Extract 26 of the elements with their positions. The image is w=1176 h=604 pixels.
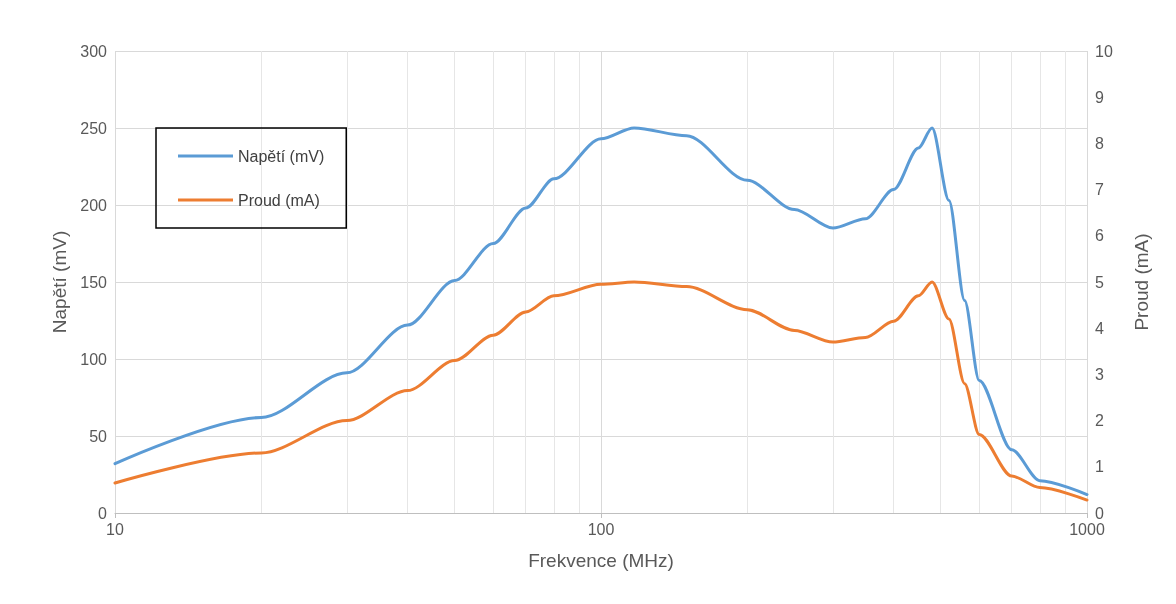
y-tick-label: 50 <box>89 427 108 445</box>
y2-tick-label: 8 <box>1095 134 1104 152</box>
x-tick-label: 1000 <box>1069 520 1105 538</box>
y-tick-label: 250 <box>80 119 108 137</box>
y2-tick-label: 9 <box>1095 88 1104 106</box>
y2-tick-label: 2 <box>1095 412 1104 430</box>
legend-label: Napětí (mV) <box>238 147 325 165</box>
y2-tick-label: 0 <box>1095 504 1104 522</box>
y-tick-label: 0 <box>98 504 108 522</box>
y-axis-title: Napětí (mV) <box>49 230 71 334</box>
legend-label: Proud (mA) <box>238 191 320 209</box>
y-tick-label: 200 <box>80 196 108 214</box>
x-tick-label: 100 <box>587 520 615 538</box>
y2-tick-label: 10 <box>1095 42 1113 60</box>
y2-axis-title: Proud (mA) <box>1131 233 1152 331</box>
x-axis-title: Frekvence (MHz) <box>528 550 674 571</box>
y-tick-label: 100 <box>80 350 108 368</box>
y2-tick-label: 3 <box>1095 365 1104 383</box>
y-tick-label: 300 <box>80 42 108 60</box>
y-tick-label: 150 <box>80 273 108 291</box>
y2-tick-label: 6 <box>1095 227 1104 245</box>
x-tick-label: 10 <box>106 520 124 538</box>
y2-tick-label: 5 <box>1095 273 1104 291</box>
y2-tick-label: 7 <box>1095 181 1104 199</box>
y2-tick-label: 1 <box>1095 458 1104 476</box>
y2-tick-label: 4 <box>1095 319 1104 337</box>
